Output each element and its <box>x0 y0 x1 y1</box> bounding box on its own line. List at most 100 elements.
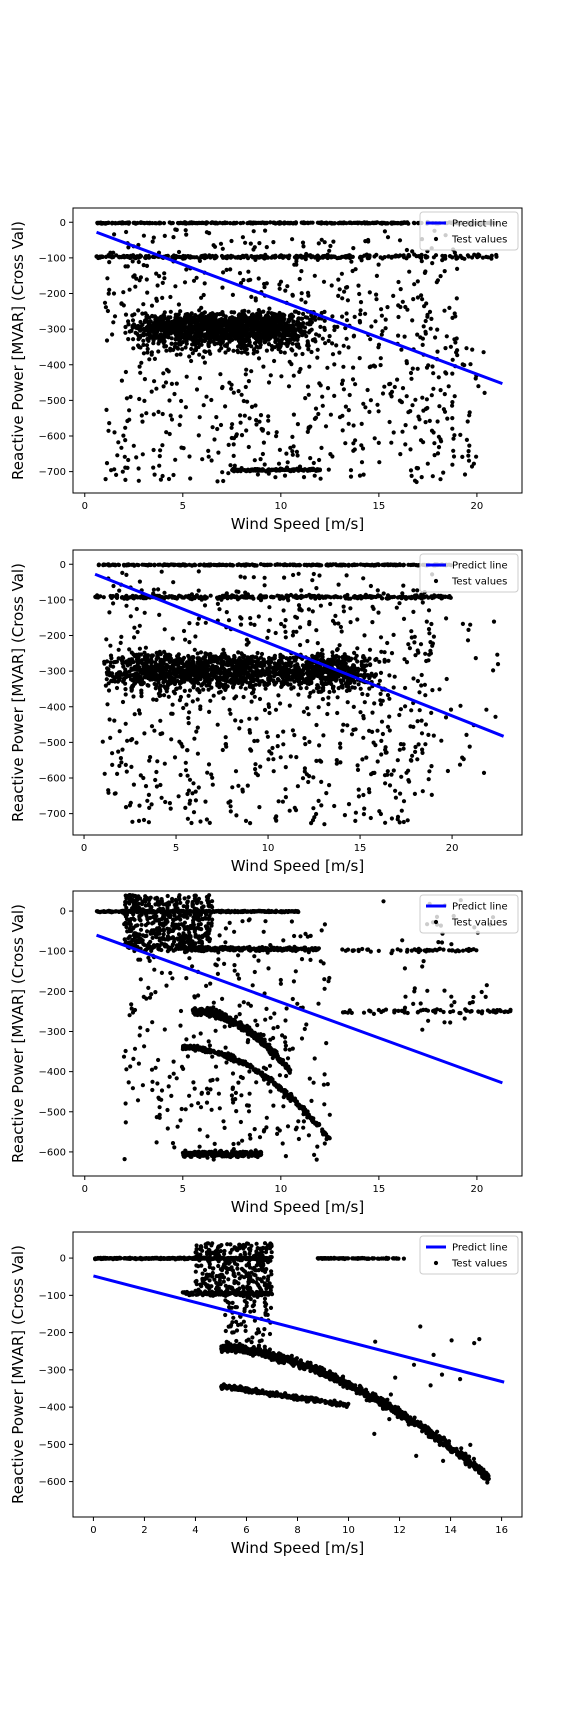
test-value-point <box>123 425 128 430</box>
test-value-point <box>171 689 176 694</box>
test-value-point <box>197 338 202 343</box>
test-value-point <box>175 336 180 341</box>
test-value-point <box>208 593 213 598</box>
test-value-point <box>448 344 453 349</box>
test-value-point <box>254 422 259 427</box>
test-value-point <box>305 339 310 344</box>
test-value-point <box>294 256 299 261</box>
test-value-point <box>329 681 334 687</box>
test-value-point <box>252 563 257 568</box>
test-value-point <box>447 254 453 259</box>
test-value-point <box>314 332 319 337</box>
test-value-point <box>236 389 241 394</box>
y-tick-label: −600 <box>39 774 66 785</box>
test-value-point <box>189 311 194 316</box>
test-value-point <box>160 295 165 300</box>
test-value-point <box>173 315 178 320</box>
test-value-point <box>163 562 168 568</box>
test-value-point <box>311 460 316 466</box>
test-value-point <box>123 687 128 692</box>
test-value-point <box>279 374 284 379</box>
test-value-point <box>158 448 163 453</box>
test-value-point <box>162 693 167 698</box>
test-value-point <box>121 562 126 567</box>
test-value-point <box>243 372 248 377</box>
test-value-point <box>308 456 313 461</box>
test-value-point <box>280 254 285 259</box>
test-value-point <box>160 280 165 285</box>
test-value-point <box>284 337 290 343</box>
test-value-point <box>203 678 208 683</box>
test-value-point <box>392 384 397 390</box>
test-value-point <box>321 279 327 284</box>
test-value-point <box>304 685 309 691</box>
test-value-point <box>134 455 139 460</box>
test-value-point <box>152 379 157 384</box>
test-value-point <box>107 421 112 426</box>
test-value-point <box>473 376 478 381</box>
test-value-point <box>204 394 209 399</box>
test-value-point <box>361 472 366 477</box>
test-value-point <box>167 398 172 403</box>
test-value-point <box>231 442 236 447</box>
test-value-point <box>388 381 393 386</box>
test-value-point <box>165 331 170 336</box>
test-value-point <box>144 343 150 348</box>
test-value-point <box>367 365 372 370</box>
test-value-point <box>416 414 421 419</box>
test-value-point <box>123 312 129 317</box>
test-value-point <box>127 417 132 422</box>
test-value-point <box>158 477 163 482</box>
test-value-point <box>181 253 186 259</box>
test-value-point <box>223 404 228 409</box>
test-value-point <box>299 297 304 302</box>
test-value-point <box>408 370 414 376</box>
test-value-point <box>169 336 174 341</box>
test-value-point <box>346 345 351 350</box>
test-value-point <box>141 263 146 268</box>
test-value-point <box>158 652 163 657</box>
test-value-point <box>341 364 346 369</box>
test-value-point <box>272 358 277 364</box>
test-value-point <box>260 329 265 334</box>
test-value-point <box>126 319 131 324</box>
test-value-point <box>407 269 412 274</box>
test-value-point <box>222 336 227 341</box>
test-value-point <box>136 259 141 265</box>
test-value-point <box>404 361 409 366</box>
test-value-point <box>139 652 144 657</box>
test-value-point <box>436 375 441 380</box>
test-value-point <box>142 377 147 382</box>
test-value-point <box>319 310 324 316</box>
test-value-point <box>446 384 451 389</box>
test-value-point <box>327 248 332 253</box>
test-value-point <box>224 330 229 336</box>
test-value-point <box>117 255 122 260</box>
test-value-point <box>139 413 144 418</box>
test-value-point <box>234 433 239 439</box>
test-value-point <box>306 347 311 352</box>
test-value-point <box>227 562 233 567</box>
test-value-point <box>174 669 180 675</box>
test-value-point <box>144 661 149 666</box>
test-value-point <box>178 352 183 357</box>
test-value-point <box>366 237 371 243</box>
test-value-point <box>442 308 447 313</box>
test-value-point <box>320 255 325 260</box>
test-value-point <box>207 254 212 260</box>
test-value-point <box>246 309 251 314</box>
test-value-point <box>232 318 237 323</box>
test-value-point <box>420 336 425 341</box>
test-value-point <box>182 221 187 226</box>
test-value-point <box>302 331 307 336</box>
test-value-point <box>489 253 494 258</box>
test-value-point <box>123 324 128 330</box>
test-value-point <box>131 672 136 678</box>
test-value-point <box>248 241 253 246</box>
test-value-point <box>237 312 242 317</box>
test-value-point <box>409 473 414 478</box>
test-value-point <box>295 466 300 471</box>
test-value-point <box>237 322 242 327</box>
test-value-point <box>263 686 268 691</box>
test-value-point <box>302 562 307 567</box>
